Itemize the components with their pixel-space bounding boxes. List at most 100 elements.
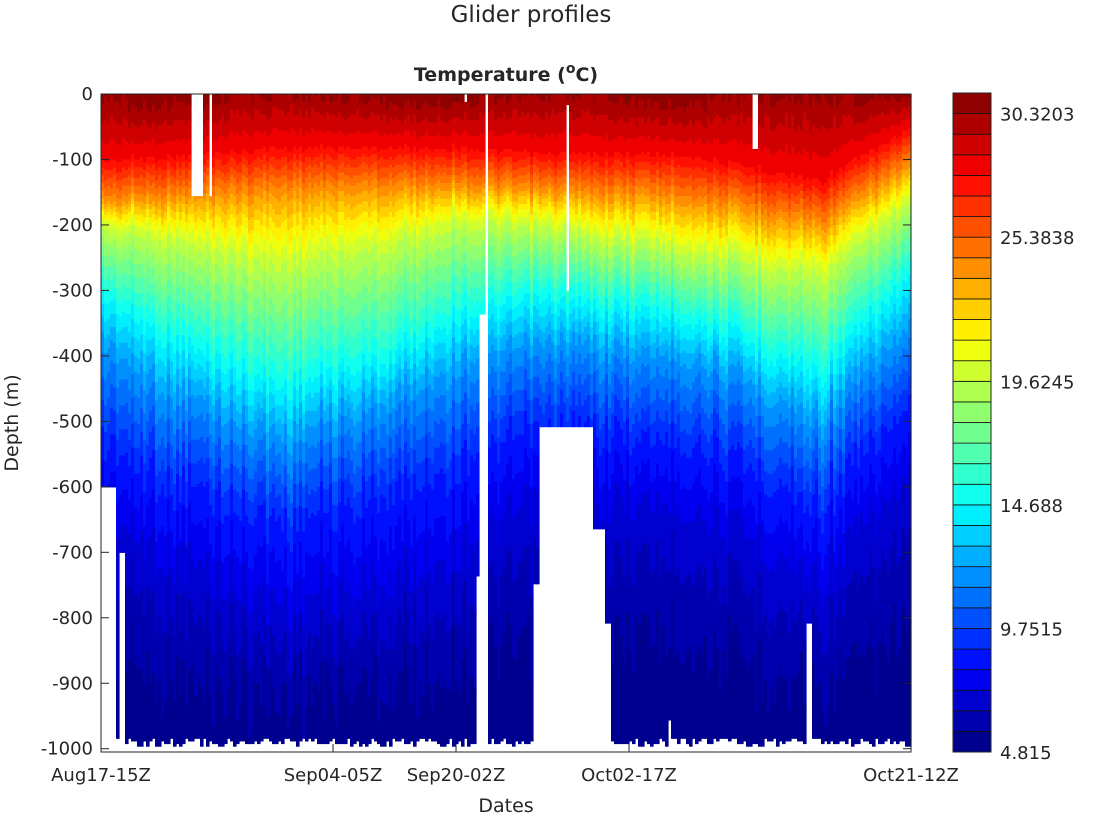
temperature-band: [431, 274, 435, 294]
temperature-band: [338, 478, 342, 504]
temperature-band: [512, 201, 516, 208]
temperature-band: [560, 232, 564, 244]
temperature-band: [119, 224, 123, 231]
temperature-band: [281, 570, 285, 608]
temperature-band: [368, 395, 372, 409]
temperature-band: [518, 151, 522, 161]
temperature-band: [503, 565, 507, 632]
temperature-band: [422, 104, 426, 121]
temperature-band: [527, 423, 531, 459]
temperature-band: [473, 434, 477, 462]
temperature-band: [446, 371, 450, 391]
temperature-band: [200, 227, 204, 239]
temperature-band: [356, 109, 360, 132]
temperature-band: [377, 463, 381, 488]
temperature-band: [236, 154, 240, 166]
temperature-band: [413, 554, 417, 598]
temperature-band: [503, 319, 507, 336]
temperature-band: [278, 405, 282, 420]
temperature-band: [275, 371, 279, 391]
temperature-band: [320, 272, 324, 292]
temperature-band: [512, 94, 516, 111]
temperature-band: [473, 151, 477, 161]
temperature-band: [344, 196, 348, 208]
temperature-band: [320, 308, 324, 328]
temperature-band: [323, 188, 327, 200]
temperature-band: [467, 217, 471, 226]
temperature-band: [329, 332, 333, 352]
temperature-band: [338, 211, 342, 226]
temperature-band: [431, 536, 435, 585]
temperature-band: [164, 313, 168, 333]
temperature-band: [218, 135, 222, 153]
temperature-band: [206, 159, 210, 168]
temperature-band: [203, 183, 207, 195]
temperature-band: [101, 224, 105, 237]
temperature-band: [593, 224, 597, 237]
temperature-band: [140, 408, 144, 433]
temperature-band: [386, 177, 390, 187]
temperature-band: [263, 397, 267, 415]
temperature-band: [227, 162, 231, 174]
temperature-band: [377, 300, 381, 320]
temperature-band: [176, 429, 180, 451]
temperature-band: [161, 169, 165, 182]
temperature-band: [506, 382, 510, 407]
temperature-band: [557, 112, 561, 134]
temperature-band: [512, 109, 516, 132]
temperature-band: [542, 332, 546, 349]
temperature-band: [545, 264, 549, 276]
temperature-band: [488, 397, 492, 422]
temperature-band: [356, 293, 360, 315]
temperature-band: [482, 188, 486, 197]
temperature-band: [107, 230, 111, 244]
temperature-band: [170, 175, 174, 184]
temperature-band: [383, 389, 387, 407]
temperature-band: [422, 219, 426, 229]
temperature-band: [320, 327, 324, 347]
temperature-band: [242, 358, 246, 375]
temperature-band: [593, 177, 597, 189]
temperature-band: [245, 227, 249, 242]
temperature-band: [101, 277, 105, 292]
temperature-band: [392, 159, 396, 168]
temperature-band: [569, 177, 573, 187]
temperature-band: [227, 219, 231, 234]
temperature-band: [488, 203, 492, 210]
temperature-band: [242, 214, 246, 226]
temperature-band: [521, 209, 525, 218]
temperature-band: [203, 141, 207, 155]
temperature-band: [425, 177, 429, 187]
temperature-band: [254, 392, 258, 412]
temperature-band: [314, 164, 318, 176]
temperature-band: [536, 337, 540, 357]
temperature-band: [242, 164, 246, 176]
temperature-band: [272, 94, 276, 108]
temperature-band: [140, 209, 144, 216]
temperature-band: [347, 133, 351, 147]
temperature-band: [131, 337, 135, 354]
temperature-band: [530, 156, 534, 166]
temperature-band: [422, 389, 426, 412]
temperature-band: [557, 133, 561, 155]
temperature-band: [461, 224, 465, 239]
temperature-band: [272, 588, 276, 637]
temperature-band: [539, 232, 543, 244]
temperature-band: [452, 193, 456, 200]
temperature-band: [467, 423, 471, 451]
temperature-band: [557, 196, 561, 202]
temperature-band: [413, 211, 417, 221]
temperature-band: [377, 722, 381, 745]
temperature-band: [569, 363, 573, 386]
temperature-band: [131, 198, 135, 205]
temperature-band: [557, 303, 561, 318]
temperature-band: [572, 243, 576, 255]
temperature-band: [227, 243, 231, 257]
temperature-band: [284, 193, 288, 208]
temperature-band: [419, 256, 423, 273]
temperature-band: [248, 434, 252, 457]
temperature-band: [401, 400, 405, 425]
temperature-band: [536, 455, 540, 491]
temperature-band: [578, 94, 582, 100]
temperature-band: [314, 298, 318, 320]
